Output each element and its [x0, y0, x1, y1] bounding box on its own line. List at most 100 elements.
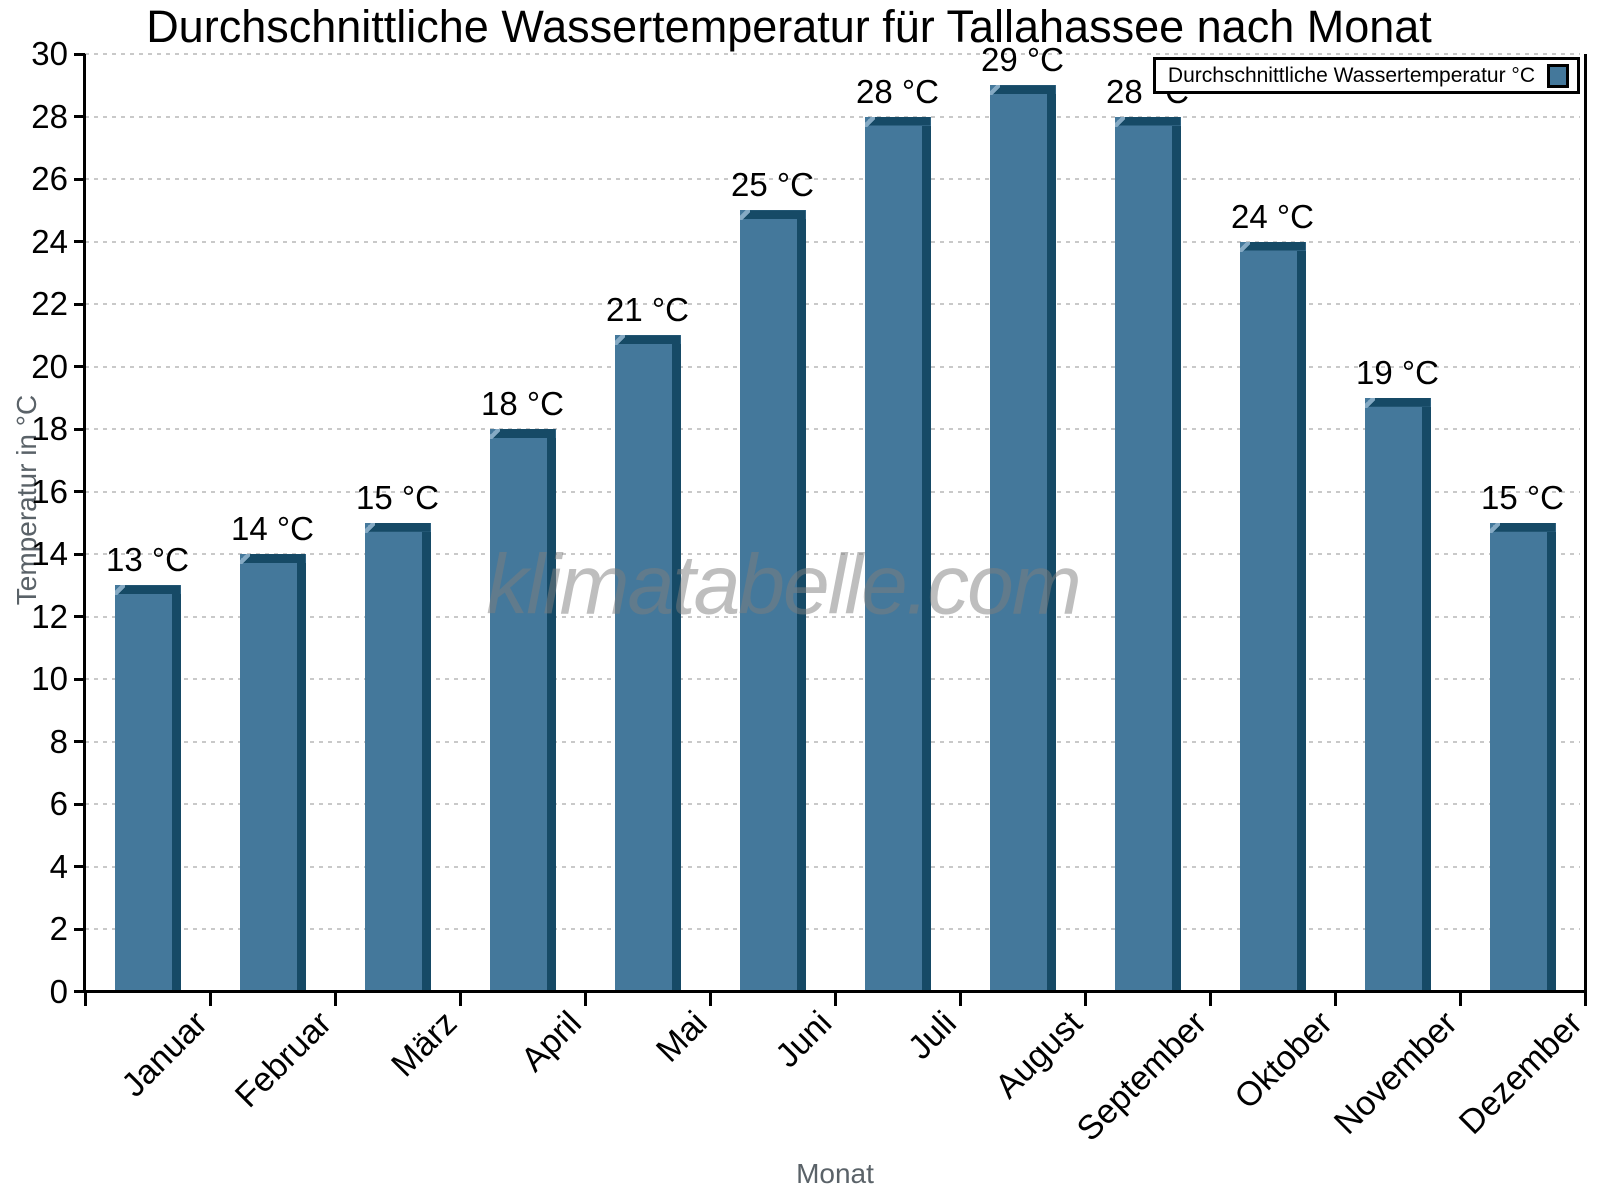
y-tick: [74, 490, 85, 493]
y-tick-label: 14: [31, 535, 68, 572]
x-tick: [458, 993, 462, 1006]
x-tick-label: Dezember: [1451, 1004, 1590, 1142]
right-spine-line: [1584, 54, 1587, 993]
x-tick-label: April: [514, 1004, 590, 1079]
bar-bevel: [614, 335, 625, 346]
gridline: [85, 178, 1580, 180]
x-tick: [958, 993, 962, 1006]
bar-right-edge: [1171, 125, 1181, 992]
y-tick-label: 30: [31, 35, 68, 72]
bar-right-edge: [421, 531, 431, 992]
bar-right-edge: [546, 438, 556, 992]
gridline: [85, 928, 1580, 930]
bar-top-edge: [1114, 116, 1181, 126]
x-tick-label: August: [987, 1004, 1090, 1106]
y-tick: [74, 927, 85, 931]
bar-top-edge: [239, 554, 306, 563]
gridline: [85, 115, 1580, 118]
x-tick: [1208, 993, 1212, 1006]
y-tick-label: 6: [49, 785, 68, 822]
y-tick-label: 0: [49, 972, 68, 1010]
gridline: [85, 553, 1580, 555]
x-tick: [208, 993, 212, 1006]
y-axis-line: [83, 54, 86, 993]
bar-bevel: [114, 585, 125, 596]
y-tick-label: 2: [49, 910, 68, 947]
bar-top-edge: [364, 522, 431, 532]
y-tick: [74, 552, 85, 556]
bar: [614, 335, 681, 992]
bar-top-edge: [1489, 522, 1556, 532]
bar-right-edge: [1046, 94, 1056, 992]
gridline: [85, 678, 1580, 680]
bar: [1239, 241, 1306, 992]
bar-bevel: [1364, 397, 1375, 408]
y-tick-label: 20: [31, 347, 68, 385]
y-tick-label: 24: [31, 222, 68, 260]
y-tick-label: 16: [31, 472, 68, 510]
y-tick-label: 10: [31, 660, 68, 697]
bar-bevel: [364, 522, 375, 533]
x-tick: [83, 993, 87, 1006]
bar-top-edge: [614, 335, 681, 345]
bar-right-edge: [1296, 250, 1306, 992]
y-tick: [74, 177, 85, 181]
x-tick: [833, 993, 837, 1006]
bar-right-edge: [921, 125, 931, 992]
y-tick: [74, 865, 85, 868]
bar-bevel: [739, 210, 750, 221]
bar: [739, 210, 806, 992]
bar-value-label: 19 °C: [1356, 353, 1439, 391]
gridline: [85, 865, 1580, 868]
bar-bevel: [239, 554, 250, 564]
y-tick-label: 28: [31, 97, 68, 135]
y-tick: [74, 990, 85, 993]
y-tick: [74, 365, 85, 368]
bar: [1489, 522, 1556, 992]
x-tick-label: März: [384, 1004, 465, 1085]
x-tick: [1458, 993, 1462, 1006]
bar-bevel: [1239, 241, 1250, 252]
bar-value-label: 13 °C: [106, 541, 189, 579]
bar-bevel: [1489, 522, 1500, 533]
bar: [1114, 116, 1181, 992]
x-tick: [333, 993, 337, 1006]
bar-right-edge: [296, 563, 306, 992]
bar-top-edge: [1364, 397, 1431, 407]
gridline: [85, 303, 1580, 305]
legend-swatch: [1547, 63, 1569, 88]
x-tick-label: Januar: [113, 1004, 215, 1105]
bar-value-label: 24 °C: [1231, 197, 1314, 235]
bar-value-label: 18 °C: [481, 385, 564, 422]
bar-value-label: 15 °C: [356, 478, 439, 516]
chart-title: Durchschnittliche Wassertemperatur für T…: [146, 1, 1432, 52]
x-tick-label: September: [1069, 1004, 1215, 1149]
gridline: [85, 803, 1580, 805]
bar-right-edge: [796, 219, 806, 992]
bar-top-edge: [989, 85, 1056, 95]
gridline: [85, 365, 1580, 368]
y-tick: [74, 240, 85, 243]
x-tick-label: Oktober: [1226, 1004, 1340, 1117]
legend: Durchschnittliche Wassertemperatur °C: [1152, 57, 1580, 94]
y-tick: [74, 302, 85, 306]
bar: [864, 116, 931, 992]
y-tick: [74, 740, 85, 743]
bar-right-edge: [171, 594, 181, 992]
bar: [489, 429, 556, 992]
y-tick: [74, 115, 85, 118]
gridline: [85, 490, 1580, 493]
bar-top-edge: [489, 429, 556, 438]
bar-bevel: [489, 429, 500, 439]
bar: [1364, 397, 1431, 992]
x-tick-label: Juni: [768, 1004, 840, 1075]
bar-top-edge: [864, 116, 931, 126]
y-tick: [74, 615, 85, 618]
bar: [239, 554, 306, 992]
x-tick-label: Februar: [228, 1004, 340, 1116]
gridline: [85, 615, 1580, 618]
gridline: [85, 428, 1580, 430]
bar-bevel: [864, 116, 875, 127]
bar-value-label: 29 °C: [981, 41, 1064, 79]
